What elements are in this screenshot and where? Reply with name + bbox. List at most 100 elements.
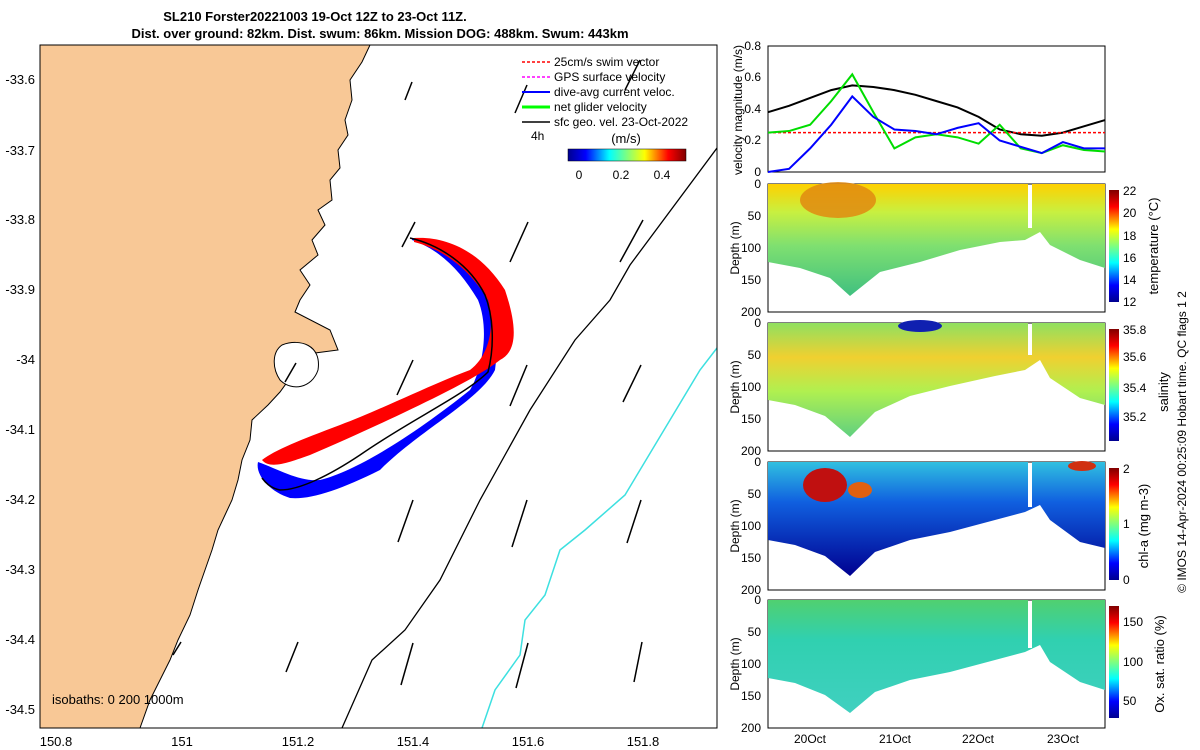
chla-bloom xyxy=(803,468,847,502)
map-legend: 25cm/s swim vector GPS surface velocity … xyxy=(522,55,688,182)
salinity-field xyxy=(768,323,1105,437)
x-tick: 151.6 xyxy=(512,734,545,749)
swim-vector-band xyxy=(262,237,514,465)
isobath-1000m xyxy=(481,347,717,728)
map-x-ticks: 150.8 151 151.2 151.4 151.6 151.8 xyxy=(40,734,660,749)
y-tick: -34.2 xyxy=(5,492,35,507)
salinity-colorbar xyxy=(1109,329,1119,441)
y-tick: -34.3 xyxy=(5,562,35,577)
y-tick: 150 xyxy=(741,689,761,703)
c-tick: 150 xyxy=(1123,615,1143,629)
chla-colorbar xyxy=(1109,468,1119,580)
c-tick: 16 xyxy=(1123,251,1137,265)
c-tick: 35.2 xyxy=(1123,410,1147,424)
y-tick: 0 xyxy=(754,593,761,607)
temperature-clabel: temperature (°C) xyxy=(1146,198,1161,295)
velocity-series xyxy=(767,72,1106,173)
velocity-ylabel: velocity magnitude (m/s) xyxy=(731,45,745,175)
title-line-2: Dist. over ground: 82km. Dist. swum: 86k… xyxy=(131,26,628,41)
y-tick: 100 xyxy=(741,380,761,394)
chla-panel: 0 50 100 150 200 Depth (m) 2 1 0 chl-a (… xyxy=(728,455,1151,597)
colorbar-unit: (m/s) xyxy=(611,131,641,146)
legend-label-net: net glider velocity xyxy=(554,100,647,114)
c-tick: 35.8 xyxy=(1123,323,1147,337)
legend-label-current: dive-avg current veloc. xyxy=(554,85,675,99)
x-tick: 20Oct xyxy=(794,732,827,746)
y-tick: 200 xyxy=(741,305,761,319)
y-tick: 0 xyxy=(754,316,761,330)
c-tick: 0 xyxy=(1123,573,1130,587)
x-tick: 151.8 xyxy=(627,734,660,749)
x-tick: 22Oct xyxy=(962,732,995,746)
y-tick: -34.4 xyxy=(5,632,35,647)
y-tick: 150 xyxy=(741,551,761,565)
y-tick: 0.6 xyxy=(744,70,761,84)
sfc-geo-vel-arrows xyxy=(172,59,644,689)
c-tick: 35.6 xyxy=(1123,350,1147,364)
depth-ylabel: Depth (m) xyxy=(728,360,742,413)
colorbar-tick: 0 xyxy=(576,168,583,182)
x-tick: 151.4 xyxy=(397,734,430,749)
oxygen-panel: 0 50 100 150 200 Depth (m) 150 100 50 Ox… xyxy=(728,593,1167,746)
y-tick: 200 xyxy=(741,444,761,458)
velocity-series-line-0 xyxy=(767,84,1106,137)
velocity-series-line-3 xyxy=(767,94,1105,173)
y-tick: -34.1 xyxy=(5,422,35,437)
c-tick: 100 xyxy=(1123,655,1143,669)
footer-credit: © IMOS 14-Apr-2024 00:25:09 Hobart time.… xyxy=(1175,291,1189,593)
y-tick: 50 xyxy=(748,487,762,501)
y-tick: -34.5 xyxy=(5,702,35,717)
y-tick: -33.6 xyxy=(5,72,35,87)
legend-label-gps: GPS surface velocity xyxy=(554,70,665,84)
c-tick: 1 xyxy=(1123,517,1130,531)
x-tick: 151 xyxy=(171,734,193,749)
isobath-200m xyxy=(341,147,717,728)
c-tick: 22 xyxy=(1123,184,1137,198)
y-tick: 0 xyxy=(754,455,761,469)
x-tick: 21Oct xyxy=(879,732,912,746)
legend-label-swim: 25cm/s swim vector xyxy=(554,55,659,69)
c-tick: 20 xyxy=(1123,206,1137,220)
y-tick: -33.9 xyxy=(5,282,35,297)
depth-ylabel: Depth (m) xyxy=(728,637,742,690)
oxygen-colorbar xyxy=(1109,606,1119,718)
y-tick: 0 xyxy=(754,165,761,179)
y-tick: 100 xyxy=(741,241,761,255)
map-frame xyxy=(39,44,718,729)
velocity-axes xyxy=(767,45,1106,173)
y-tick: 200 xyxy=(741,721,761,735)
y-tick: -33.7 xyxy=(5,143,35,158)
chla-clabel: chl-a (mg m-3) xyxy=(1136,484,1151,569)
salinity-fresh-patch xyxy=(898,320,942,332)
depth-ylabel: Depth (m) xyxy=(728,221,742,274)
c-tick: 18 xyxy=(1123,229,1137,243)
y-tick: -33.8 xyxy=(5,212,35,227)
y-tick: 0.2 xyxy=(744,133,761,147)
current-vector-band xyxy=(257,238,498,499)
y-tick: 150 xyxy=(741,412,761,426)
c-tick: 12 xyxy=(1123,295,1137,309)
x-tick: 150.8 xyxy=(40,734,73,749)
map-panel: 25cm/s swim vector GPS surface velocity … xyxy=(5,44,718,749)
c-tick: 35.4 xyxy=(1123,381,1147,395)
x-tick: 23Oct xyxy=(1047,732,1080,746)
colorbar-tick: 0.4 xyxy=(654,168,671,182)
y-tick: 200 xyxy=(741,583,761,597)
x-tick: 151.2 xyxy=(282,734,315,749)
lagoon xyxy=(273,341,319,388)
chla-bloom xyxy=(848,482,872,498)
y-tick: 50 xyxy=(748,625,762,639)
c-tick: 2 xyxy=(1123,462,1130,476)
velocity-panel: 0 0.2 0.4 0.6 0.8 velocity magnitude (m/… xyxy=(731,39,1106,179)
y-tick: 0.4 xyxy=(744,102,761,116)
temperature-colorbar xyxy=(1109,190,1119,302)
y-tick: -34 xyxy=(16,352,35,367)
y-tick: 100 xyxy=(741,519,761,533)
oxygen-clabel: Ox. sat. ratio (%) xyxy=(1152,615,1167,713)
temperature-panel: 0 50 100 150 200 Depth (m) 22 20 18 16 1… xyxy=(728,177,1161,319)
legend-label-geo: sfc geo. vel. 23-Oct-2022 xyxy=(554,115,688,129)
colorbar-tick: 0.2 xyxy=(613,168,630,182)
y-tick: 0 xyxy=(754,177,761,191)
chla-bloom xyxy=(1068,461,1096,471)
